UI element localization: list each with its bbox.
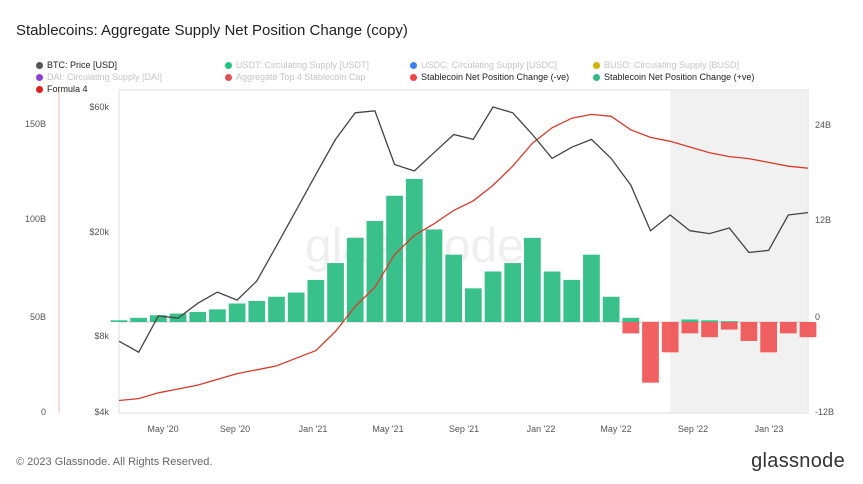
legend-marker-icon [225, 61, 232, 69]
legend-item[interactable]: BUSD: Circulating Supply [BUSD] [593, 60, 739, 70]
net-positive-bar [189, 311, 207, 322]
net-positive-bar [543, 271, 561, 322]
net-positive-bar [405, 178, 423, 322]
legend-item[interactable]: BTC: Price [USD] [36, 60, 117, 70]
glassnode-logo: glassnode [751, 450, 845, 472]
net-negative-bar [799, 322, 817, 338]
net-positive-bar [287, 292, 305, 322]
copyright-text: © 2023 Glassnode. All Rights Reserved. [16, 456, 213, 468]
legend-marker-icon [410, 73, 417, 81]
net-positive-bar [504, 263, 522, 322]
net-positive-bar [701, 320, 718, 322]
net-positive-bar [248, 300, 266, 322]
net-positive-bar [110, 320, 128, 322]
x-tick-label: May '21 [372, 424, 403, 434]
x-tick-label: Sep '21 [449, 424, 479, 434]
price-axis-tick: $20k [89, 227, 109, 237]
legend-marker-icon [593, 73, 600, 81]
legend-marker-icon [36, 73, 43, 81]
x-tick-label: Sep '20 [220, 424, 250, 434]
net-positive-bar [386, 195, 403, 322]
net-negative-bar [720, 322, 738, 330]
x-tick-label: May '22 [600, 424, 631, 434]
right-axis-tick: 12B [815, 215, 831, 225]
right-axis-tick: 24B [815, 120, 831, 130]
net-positive-bar [209, 309, 226, 322]
legend-item[interactable]: USDC: Circulating Supply [USDC] [410, 60, 557, 70]
right-axis-tick: 0 [815, 312, 820, 322]
legend-label: USDC: Circulating Supply [USDC] [421, 60, 558, 70]
legend-label: Stablecoin Net Position Change (+ve) [604, 72, 755, 82]
net-negative-bar [740, 322, 758, 341]
shaded-region [670, 90, 808, 413]
net-positive-bar [484, 271, 502, 322]
x-tick-label: Sep '22 [678, 424, 708, 434]
net-negative-bar [681, 322, 699, 334]
net-positive-bar [425, 229, 443, 322]
net-negative-bar [661, 322, 679, 353]
stablecoin-cap-line [118, 113, 809, 402]
legend-label: BTC: Price [USD] [47, 60, 118, 70]
net-negative-bar [701, 322, 718, 338]
price-axis-tick: $60k [89, 102, 109, 112]
legend-label: USDT: Circulating Supply [USDT] [236, 60, 370, 70]
legend-marker-icon [225, 73, 232, 81]
legend-label: DAI: Circulating Supply [DAI] [47, 72, 163, 82]
left-axis-tick: 100B [25, 214, 46, 224]
net-positive-bar [228, 303, 246, 322]
net-positive-bar [445, 254, 463, 322]
btc-price-line [118, 106, 809, 354]
legend-marker-icon [36, 85, 43, 93]
net-positive-bar [268, 296, 285, 322]
price-axis-tick: $8k [94, 331, 109, 341]
legend-label: BUSD: Circulating Supply [BUSD] [604, 60, 740, 70]
legend-item[interactable]: USDT: Circulating Supply [USDT] [225, 60, 369, 70]
net-positive-bar [563, 279, 581, 322]
net-positive-bar [130, 317, 148, 322]
net-positive-bar [464, 288, 482, 322]
net-positive-bar [583, 254, 600, 322]
net-positive-bar [327, 263, 344, 322]
left-axis-tick: 0 [41, 407, 46, 417]
net-positive-bar [366, 221, 384, 322]
legend-marker-icon [593, 61, 600, 69]
net-negative-bar [622, 322, 640, 334]
legend-label: Aggregate Top 4 Stablecoin Cap [236, 72, 366, 82]
price-axis-tick: $4k [94, 407, 109, 417]
legend-item[interactable]: Formula 4 [36, 84, 88, 94]
net-positive-bar [524, 237, 541, 322]
chart-title: Stablecoins: Aggregate Supply Net Positi… [16, 22, 408, 39]
net-negative-bar [779, 322, 797, 334]
net-positive-bar [150, 315, 167, 322]
left-axis-tick: 50B [30, 312, 46, 322]
legend-marker-icon [410, 61, 417, 69]
legend-marker-icon [36, 61, 43, 69]
x-tick-label: Jan '22 [527, 424, 556, 434]
legend-label: Formula 4 [47, 84, 88, 94]
net-positive-bar [307, 279, 325, 322]
net-positive-bar [681, 319, 699, 322]
x-tick-label: May '20 [147, 424, 178, 434]
net-positive-bar [720, 321, 738, 322]
x-tick-label: Jan '21 [299, 424, 328, 434]
right-axis-tick: -12B [815, 407, 834, 417]
net-positive-bar [602, 296, 620, 322]
legend-label: Stablecoin Net Position Change (-ve) [421, 72, 570, 82]
legend-item[interactable]: DAI: Circulating Supply [DAI] [36, 72, 162, 82]
net-positive-bar [346, 237, 364, 322]
net-positive-bar [622, 317, 640, 322]
net-negative-bar [642, 322, 659, 383]
legend-item[interactable]: Stablecoin Net Position Change (-ve) [410, 72, 569, 82]
net-negative-bar [760, 322, 777, 353]
x-tick-label: Jan '23 [755, 424, 784, 434]
legend-item[interactable]: Aggregate Top 4 Stablecoin Cap [225, 72, 365, 82]
legend-item[interactable]: Stablecoin Net Position Change (+ve) [593, 72, 754, 82]
left-axis-tick: 150B [25, 119, 46, 129]
